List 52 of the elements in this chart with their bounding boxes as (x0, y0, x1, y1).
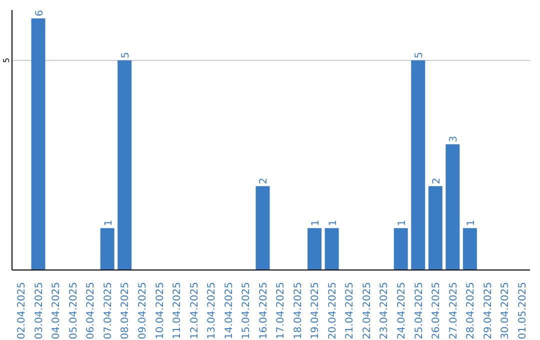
x-tick-label: 29.04.2025 (482, 282, 494, 340)
data-label: 6 (34, 10, 46, 16)
x-tick-label: 30.04.2025 (500, 282, 512, 340)
bar (31, 18, 46, 270)
x-tick-label: 06.04.2025 (86, 282, 97, 340)
x-tick-label: 08.04.2025 (120, 282, 132, 340)
bar (308, 228, 322, 270)
bar (100, 228, 114, 270)
x-tick-label: 18.04.2025 (292, 282, 304, 340)
x-tick-label: 15.04.2025 (241, 282, 252, 340)
bar (462, 228, 477, 270)
data-label: 2 (431, 178, 442, 184)
data-label: 2 (258, 178, 270, 184)
bar (446, 144, 460, 270)
x-tick-label: 02.04.2025 (16, 282, 28, 340)
x-tick-label: 16.04.2025 (258, 282, 270, 340)
x-tick-label: 09.04.2025 (138, 282, 148, 340)
x-tick-label: 28.04.2025 (466, 282, 477, 340)
data-label: 1 (466, 220, 477, 226)
x-tick-label: 07.04.2025 (102, 282, 114, 340)
data-label: 1 (328, 220, 339, 226)
x-tick-label: 12.04.2025 (189, 282, 200, 340)
bar (428, 186, 442, 270)
x-tick-label: 19.04.2025 (310, 282, 322, 340)
x-tick-label: 17.04.2025 (276, 282, 287, 340)
x-tick-label: 03.04.2025 (34, 282, 45, 340)
data-label: 1 (310, 220, 322, 226)
data-label: 3 (448, 136, 460, 142)
bar (118, 60, 132, 270)
bar (324, 228, 339, 270)
data-label: 5 (120, 52, 132, 58)
data-label: 1 (103, 220, 114, 226)
x-tick-label: 13.04.2025 (206, 282, 218, 340)
x-tick-label: 20.04.2025 (327, 282, 338, 340)
x-tick-label: 22.04.2025 (362, 282, 373, 340)
x-tick-label: 21.04.2025 (344, 282, 356, 340)
x-tick-label: 25.04.2025 (414, 282, 425, 340)
x-tick-label: 01.05.2025 (517, 282, 528, 340)
x-tick-label: 11.04.2025 (172, 282, 184, 340)
bar (256, 186, 270, 270)
bar (394, 228, 408, 270)
x-tick-label: 10.04.2025 (154, 282, 166, 340)
x-tick-label: 05.04.2025 (68, 282, 80, 340)
bar (411, 60, 426, 270)
x-tick-label: 14.04.2025 (224, 282, 235, 340)
x-tick-label: 26.04.2025 (431, 282, 442, 340)
data-label: 1 (396, 220, 408, 226)
x-tick-label: 24.04.2025 (396, 282, 408, 340)
data-label: 5 (414, 52, 426, 58)
x-tick-label: 23.04.2025 (379, 282, 390, 340)
x-tick-label: 27.04.2025 (448, 282, 460, 340)
x-tick-label: 04.04.2025 (51, 282, 62, 340)
